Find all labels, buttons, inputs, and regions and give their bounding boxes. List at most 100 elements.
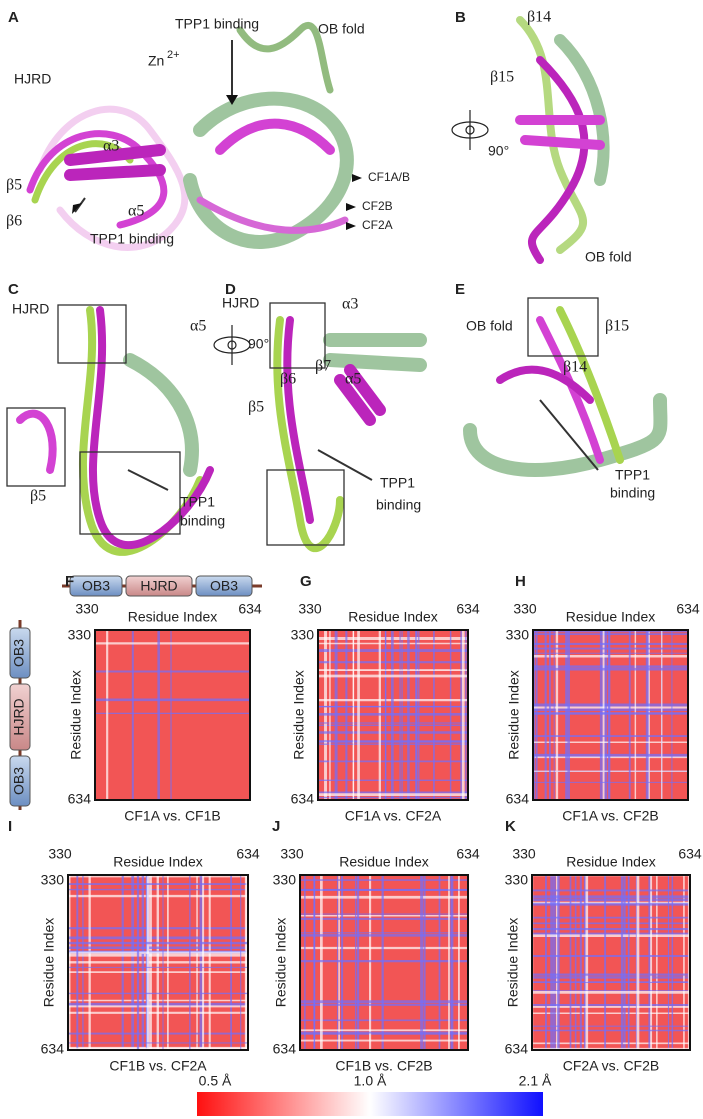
heatmap-frame (317, 629, 469, 801)
x-tick-label: 330 (48, 846, 72, 862)
panel-label: F (65, 573, 74, 590)
annotation: β5 (30, 488, 46, 505)
annotation: OB fold (318, 21, 365, 37)
colorbar (197, 1092, 543, 1116)
heatmap-pattern (531, 874, 691, 1051)
y-tick-label: 330 (506, 627, 530, 643)
domain-label: OB3 (82, 578, 110, 594)
annotation: α5 (190, 318, 206, 335)
annotation: 2+ (167, 49, 180, 61)
panel-label: K (505, 818, 516, 835)
domain-label: OB3 (11, 767, 27, 795)
annotation: α5 (128, 203, 144, 220)
rotation-icons (213, 110, 489, 365)
annotation: β15 (490, 69, 514, 86)
heatmap-frame (67, 874, 249, 1051)
x-axis-title: Residue Index (348, 609, 438, 625)
y-tick-label: 634 (291, 791, 315, 807)
annotation: Zn (148, 53, 164, 69)
heatmap-frame (532, 629, 689, 801)
domain-label: OB3 (210, 578, 238, 594)
x-tick-label: 634 (676, 601, 700, 617)
annotation: CF2B (362, 199, 393, 213)
annotation: binding (180, 513, 225, 529)
y-tick-label: 634 (506, 791, 530, 807)
arrow-heads (72, 95, 362, 230)
heatmap-pattern (68, 875, 248, 1050)
structure-d (273, 316, 427, 552)
heatmap-background (95, 630, 250, 800)
x-tick-label: 330 (280, 846, 304, 862)
y-axis-title: Residue Index (291, 670, 307, 760)
x-axis-title: Residue Index (128, 609, 218, 625)
heatmap-pattern (532, 630, 688, 800)
domain-bar-vertical: OB3 HJRD OB3 (9, 620, 31, 810)
structure-e (463, 306, 668, 477)
heatmap-background (300, 875, 468, 1050)
domain-label: OB3 (11, 639, 27, 667)
domain-bar-horizontal: OB3 HJRD OB3 (62, 575, 262, 597)
annotation: 90° (488, 143, 509, 159)
x-tick-label: 634 (236, 846, 260, 862)
x-tick-label: 330 (75, 601, 99, 617)
heatmap-frame (299, 874, 469, 1051)
annotation: TPP1 (380, 475, 415, 491)
heatmap-pattern (300, 875, 468, 1050)
y-axis-title: Residue Index (506, 670, 522, 760)
annotation: HJRD (222, 295, 259, 311)
annotation: OB fold (585, 249, 632, 265)
x-tick-label: 330 (512, 846, 536, 862)
x-axis-title: Residue Index (113, 854, 203, 870)
annotation: HJRD (14, 71, 51, 87)
panel-label: D (225, 281, 236, 298)
y-tick-label: 330 (291, 627, 315, 643)
annotation: binding (610, 485, 655, 501)
annotation: TPP1 (615, 467, 650, 483)
x-axis-title: Residue Index (566, 854, 656, 870)
domain-label: HJRD (140, 578, 177, 594)
annotation: OB fold (466, 318, 513, 334)
heatmap-pattern (95, 630, 250, 800)
panel-label: J (272, 818, 280, 835)
y-tick-label: 634 (505, 1041, 529, 1057)
y-tick-label: 330 (68, 627, 92, 643)
panel-label: E (455, 281, 465, 298)
y-tick-label: 634 (41, 1041, 65, 1057)
annotation: CF1A/B (368, 170, 410, 184)
y-tick-label: 634 (273, 1041, 297, 1057)
colorbar-label: 2.1 Å (519, 1073, 552, 1089)
heatmap-title: CF2A vs. CF2B (563, 1058, 659, 1074)
annotation: β5 (6, 177, 22, 194)
annotation: binding (376, 497, 421, 513)
x-tick-label: 634 (456, 846, 480, 862)
heatmaps: F Residue Index 330 634 330 634 Residue Index C… (8, 573, 702, 1074)
annotation: TPP1 binding (90, 231, 174, 247)
panel-label: A (8, 9, 19, 26)
y-tick-label: 330 (505, 872, 529, 888)
annotation: β6 (280, 371, 296, 388)
y-tick-label: 330 (41, 872, 65, 888)
x-tick-label: 330 (298, 601, 322, 617)
domain-label: HJRD (11, 698, 27, 735)
x-tick-label: 634 (456, 601, 480, 617)
annotation: β14 (563, 359, 587, 376)
y-axis-title: Residue Index (505, 918, 521, 1008)
annotation: β14 (527, 9, 551, 26)
annotation: β15 (605, 318, 629, 335)
annotation: HJRD (12, 301, 49, 317)
annotation: α3 (342, 296, 358, 313)
annotation: CF2A (362, 218, 393, 232)
y-tick-label: 634 (68, 791, 92, 807)
x-axis-title: Residue Index (339, 854, 429, 870)
panel-label: B (455, 9, 466, 26)
heatmap-title: CF1A vs. CF2A (345, 808, 442, 824)
panel-label: H (515, 573, 526, 590)
structure-a (26, 21, 354, 251)
panel-label: C (8, 281, 19, 298)
annotation: 90° (248, 336, 269, 352)
annotation: TPP1 (180, 494, 215, 510)
annotation: TPP1 binding (175, 16, 259, 32)
annotation: β5 (248, 399, 264, 416)
y-axis-title: Residue Index (41, 918, 57, 1008)
